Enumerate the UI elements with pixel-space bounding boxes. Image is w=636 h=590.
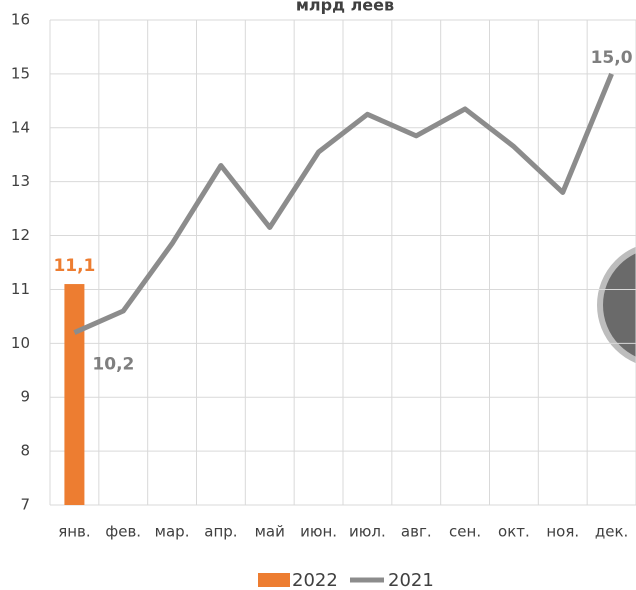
y-tick-label: 15: [11, 64, 30, 82]
x-tick-label: ноя.: [546, 523, 579, 541]
data-label: 10,2: [92, 355, 134, 375]
y-tick-label: 13: [11, 172, 30, 190]
data-label: 11,1: [53, 256, 95, 276]
x-tick-label: дек.: [595, 523, 628, 541]
data-label: 15,0: [591, 48, 633, 68]
chart-title: млрд леев: [296, 0, 394, 15]
x-tick-label: мар.: [155, 523, 190, 541]
y-tick-label: 11: [11, 280, 30, 298]
x-tick-label: окт.: [498, 523, 530, 541]
legend-label: 2021: [388, 570, 434, 590]
x-tick-label: апр.: [204, 523, 237, 541]
x-tick-label: июн.: [300, 523, 337, 541]
legend-label: 2022: [292, 570, 338, 590]
bar: [64, 284, 85, 505]
y-tick-label: 14: [11, 118, 30, 136]
decoration: [597, 246, 636, 364]
y-tick-label: 10: [11, 334, 30, 352]
x-tick-label: июл.: [349, 523, 386, 541]
y-tick-label: 16: [11, 11, 30, 29]
x-tick-label: фев.: [105, 523, 141, 541]
y-tick-label: 8: [20, 442, 30, 460]
line: [73, 72, 614, 335]
x-tick-label: янв.: [58, 523, 90, 541]
x-tick-label: май: [255, 523, 285, 541]
x-tick-label: сен.: [449, 523, 481, 541]
legend-swatch: [258, 573, 290, 587]
x-tick-label: авг.: [401, 523, 432, 541]
y-tick-label: 9: [20, 388, 30, 406]
y-tick-label: 12: [11, 226, 30, 244]
y-tick-label: 7: [20, 496, 30, 514]
